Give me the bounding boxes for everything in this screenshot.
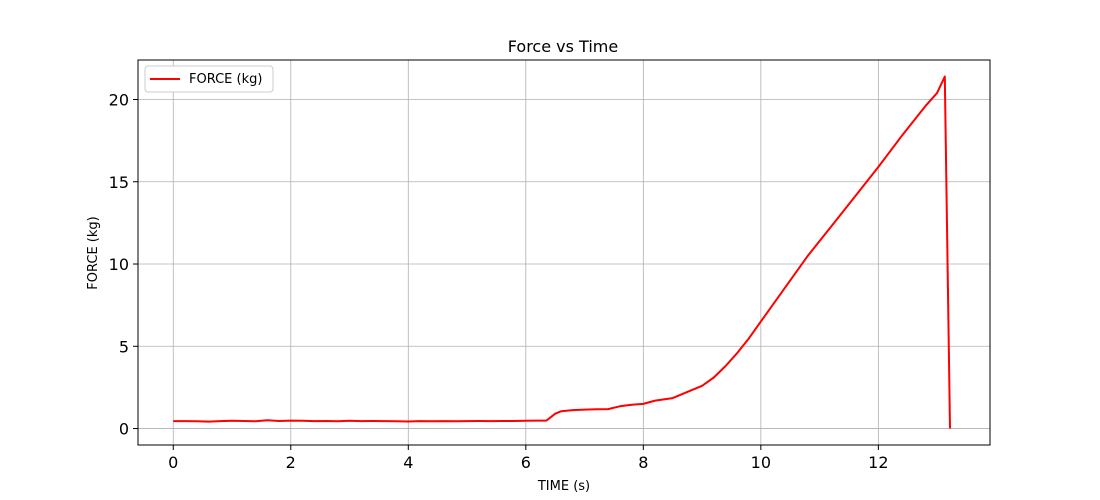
x-axis-label: TIME (s) [537,479,590,494]
series-layer [173,75,951,429]
y-tick-label: 0 [119,420,129,439]
legend: FORCE (kg) [144,65,274,93]
x-tick-label: 6 [521,453,531,472]
chart-title: Force vs Time [508,37,618,56]
x-tick-label: 4 [403,453,413,472]
plot-area-frame [137,59,991,446]
y-tick-label: 15 [109,173,129,192]
x-tick-label: 8 [638,453,648,472]
x-tick-label: 0 [168,453,178,472]
legend-box [144,65,274,93]
x-tick-label: 10 [751,453,771,472]
x-tick-label: 2 [286,453,296,472]
y-axis-label: FORCE (kg) [86,216,101,289]
x-tick-label: 12 [868,453,888,472]
y-tick-label: 10 [109,255,129,274]
series-line-force [173,75,951,429]
legend-label: FORCE (kg) [189,72,262,87]
axis-ticks: 0 2 4 6 8 10 12 0 5 10 15 20 [109,90,889,472]
y-tick-label: 5 [119,337,129,356]
y-tick-label: 20 [109,90,129,109]
grid-lines [138,60,990,445]
